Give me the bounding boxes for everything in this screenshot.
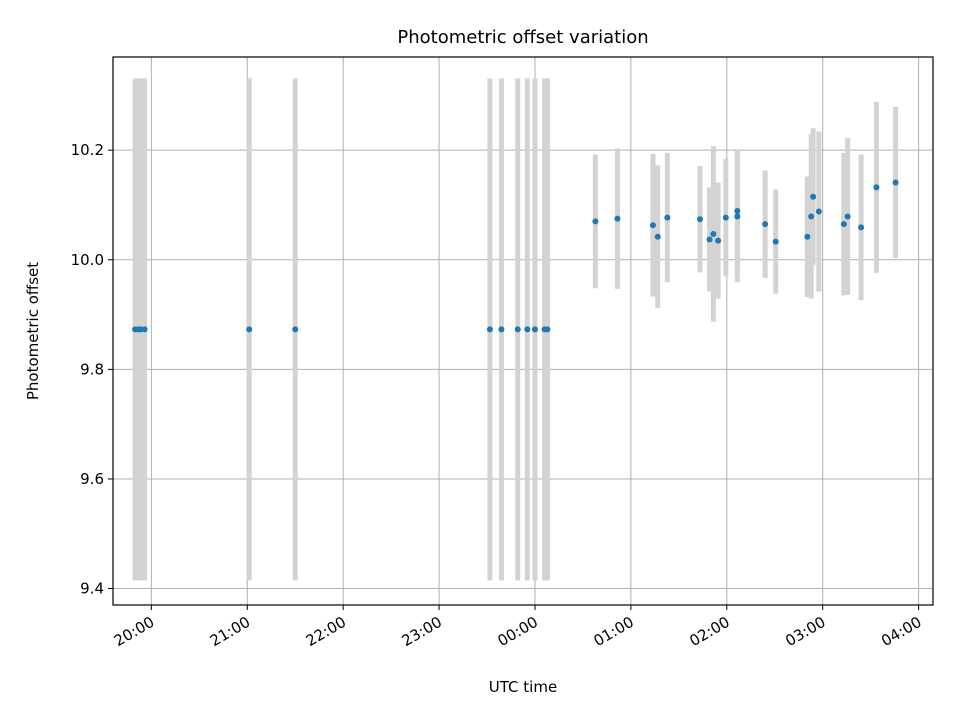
data-point	[706, 236, 713, 243]
data-point	[815, 208, 822, 215]
data-point	[531, 326, 538, 333]
data-point	[772, 238, 779, 245]
y-tick-label: 9.8	[80, 360, 104, 378]
data-point	[524, 326, 531, 333]
data-point	[544, 326, 551, 333]
data-point	[873, 184, 880, 191]
data-point	[710, 231, 717, 238]
data-point	[486, 326, 493, 333]
data-point	[246, 326, 253, 333]
data-point	[664, 214, 671, 221]
data-point	[762, 221, 769, 228]
data-point	[592, 218, 599, 225]
data-point	[292, 326, 299, 333]
data-point	[654, 233, 661, 240]
data-point	[858, 224, 865, 231]
y-tick-label: 10.2	[71, 141, 104, 159]
grid-lines	[113, 57, 933, 605]
y-axis-label: Photometric offset	[24, 262, 42, 400]
data-points	[132, 179, 899, 333]
data-point	[734, 207, 741, 214]
data-point	[810, 193, 817, 200]
data-point	[141, 326, 148, 333]
data-point	[840, 221, 847, 228]
data-point	[804, 233, 811, 240]
data-point	[892, 179, 899, 186]
data-point	[734, 213, 741, 220]
x-axis-label: UTC time	[489, 678, 557, 696]
chart-title: Photometric offset variation	[397, 27, 648, 48]
data-point	[715, 237, 722, 244]
data-point	[722, 214, 729, 221]
y-axis-ticks: 9.4 9.6 9.8 10.0 10.2	[71, 141, 113, 598]
data-point	[844, 213, 851, 220]
y-tick-label: 9.4	[80, 580, 104, 598]
plot-frame	[112, 56, 934, 606]
data-point	[514, 326, 521, 333]
y-tick-label: 9.6	[80, 470, 104, 488]
data-point	[649, 222, 656, 229]
data-point	[808, 213, 815, 220]
y-tick-label: 10.0	[71, 251, 104, 269]
data-point	[614, 215, 621, 222]
data-point	[498, 326, 505, 333]
data-point	[696, 216, 703, 223]
